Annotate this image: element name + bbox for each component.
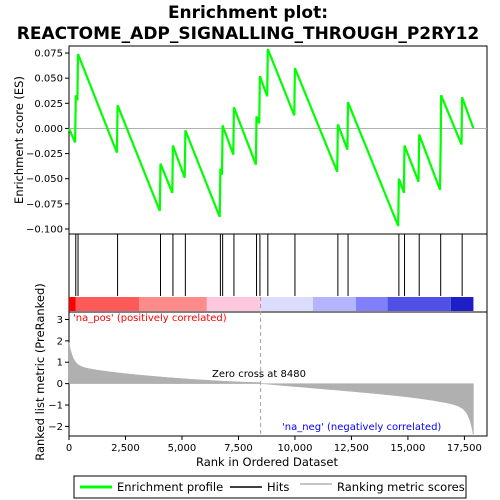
metric-y-tick-label: −1 [48,401,63,412]
x-tick-label: 10,000 [277,443,312,454]
ranking-color-bar [69,297,474,311]
metric-y-axis: 3 2 1 0 −1 −2 [48,315,69,433]
color-bar-segment [450,297,474,311]
x-tick-label: 15,000 [390,443,425,454]
es-series-line [67,48,475,227]
es-y-tick-label: 0.050 [34,74,63,85]
metric-y-axis-label: Ranked list metric (PreRanked) [33,283,47,461]
color-bar-segment [387,297,451,311]
es-y-tick-label: 0.075 [34,49,63,60]
es-y-tick-label: −0.025 [26,149,63,160]
es-y-tick-label: −0.100 [26,224,63,235]
es-curve-group [67,48,487,227]
x-tick-label: 2,500 [111,443,140,454]
metric-y-tick-label: 2 [57,336,63,347]
es-y-tick-label: −0.075 [26,199,63,210]
x-tick-label: 7,500 [224,443,253,454]
color-bar-segment [313,297,356,311]
x-tick-label: 0 [66,443,72,454]
ranking-metric-series [68,342,474,437]
zero-cross-label: Zero cross at 8480 [212,369,306,380]
color-bar-segment [260,297,314,311]
es-y-axis: 0.075 0.050 0.025 0.000 −0.025 −0.050 −0.075 −0… [26,49,69,235]
color-bar-segment [355,297,388,311]
positive-correlation-label: 'na_pos' (positively correlated) [73,313,227,324]
x-tick-label: 12,500 [334,443,369,454]
legend-label-enrichment: Enrichment profile [117,480,223,494]
metric-panel-frame [68,311,488,437]
x-tick-label: 17,500 [447,443,482,454]
es-y-axis-label: Enrichment score (ES) [12,76,26,204]
es-y-tick-label: 0.000 [34,124,63,135]
color-bar-segment [139,297,207,311]
x-axis: 0 2,500 5,000 7,500 10,000 12,500 15,000 17,500 [66,436,482,454]
hits-group [75,234,463,296]
es-y-tick-label: 0.025 [34,99,63,110]
x-tick-label: 5,000 [168,443,197,454]
metric-y-tick-label: 0 [57,379,63,390]
color-bar-segment [69,297,76,311]
legend-label-metric: Ranking metric scores [337,480,465,494]
chart-title-line-1: Enrichment plot: [168,3,328,23]
legend-box [73,475,467,499]
chart-title-line-2: REACTOME_ADP_SIGNALLING_THROUGH_P2RY12 [17,24,480,44]
color-bar-segment [75,297,140,311]
metric-y-tick-label: 1 [57,358,63,369]
es-y-tick-label: −0.050 [26,174,63,185]
color-bar-segment [206,297,261,311]
legend-label-hits: Hits [267,480,289,494]
metric-y-tick-label: 3 [57,315,63,326]
ranking-metric-area [68,342,474,437]
negative-correlation-label: 'na_neg' (negatively correlated) [282,422,441,433]
metric-y-tick-label: −2 [48,422,63,433]
x-axis-label: Rank in Ordered Dataset [196,455,339,469]
